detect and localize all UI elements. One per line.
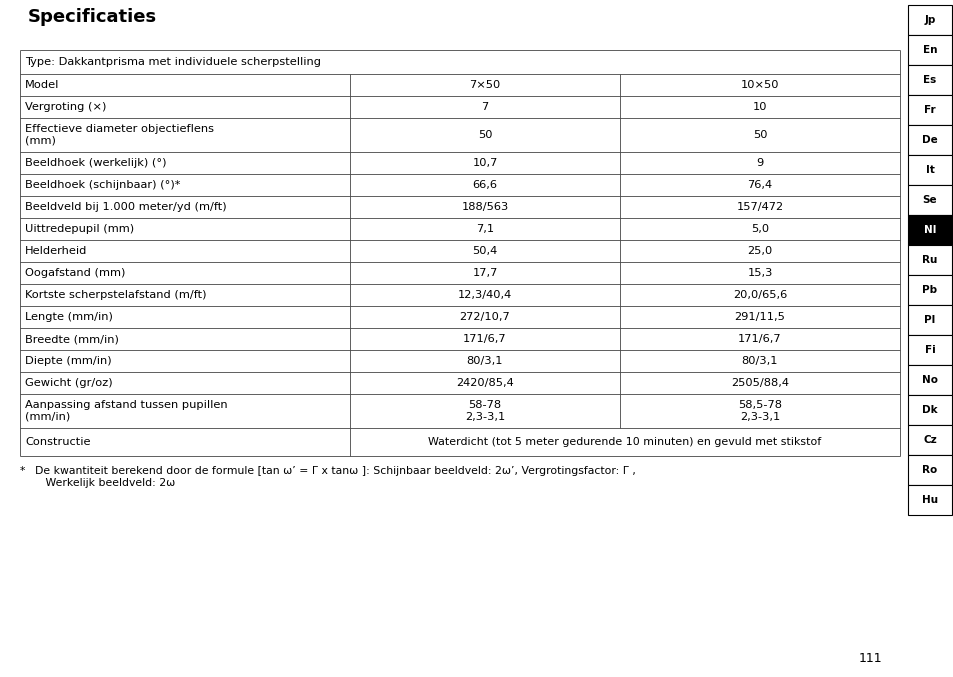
Bar — [907, 275, 951, 305]
Text: 7,1: 7,1 — [476, 224, 494, 234]
Text: Es: Es — [923, 75, 936, 85]
Text: Diepte (mm/in): Diepte (mm/in) — [25, 356, 112, 366]
Text: Ro: Ro — [922, 465, 937, 475]
Text: Beeldhoek (werkelijk) (°): Beeldhoek (werkelijk) (°) — [25, 158, 167, 168]
Text: Hu: Hu — [921, 495, 937, 505]
Text: 17,7: 17,7 — [472, 268, 497, 278]
Text: Dk: Dk — [922, 405, 937, 415]
Text: 20,0/65,6: 20,0/65,6 — [732, 290, 786, 300]
Text: 15,3: 15,3 — [746, 268, 772, 278]
Text: 7: 7 — [481, 102, 488, 112]
Bar — [907, 185, 951, 215]
Text: 76,4: 76,4 — [746, 180, 772, 190]
Text: Ru: Ru — [922, 255, 937, 265]
Text: 2420/85,4: 2420/85,4 — [456, 378, 514, 388]
Bar — [907, 155, 951, 185]
Text: 291/11,5: 291/11,5 — [734, 312, 784, 322]
Text: 111: 111 — [858, 652, 881, 665]
Text: Uittredepupil (mm): Uittredepupil (mm) — [25, 224, 134, 234]
Bar — [907, 365, 951, 395]
Text: *: * — [20, 466, 26, 476]
Bar — [907, 455, 951, 485]
Text: Nl: Nl — [923, 225, 935, 235]
Bar — [907, 65, 951, 95]
Bar — [907, 395, 951, 425]
Text: 12,3/40,4: 12,3/40,4 — [457, 290, 512, 300]
Bar — [907, 95, 951, 125]
Bar — [907, 335, 951, 365]
Text: 5,0: 5,0 — [750, 224, 768, 234]
Text: Effectieve diameter objectieflens
(mm): Effectieve diameter objectieflens (mm) — [25, 124, 213, 146]
Text: Beeldhoek (schijnbaar) (°)*: Beeldhoek (schijnbaar) (°)* — [25, 180, 180, 190]
Text: 7×50: 7×50 — [469, 80, 500, 90]
Text: 9: 9 — [756, 158, 762, 168]
Text: 50: 50 — [752, 130, 766, 140]
Text: It: It — [924, 165, 933, 175]
Text: Pl: Pl — [923, 315, 935, 325]
Bar — [907, 35, 951, 65]
Text: Lengte (mm/in): Lengte (mm/in) — [25, 312, 112, 322]
Bar — [907, 125, 951, 155]
Bar — [907, 215, 951, 245]
Text: Constructie: Constructie — [25, 437, 91, 447]
Text: Pb: Pb — [922, 285, 937, 295]
Text: Specificaties: Specificaties — [28, 8, 157, 26]
Text: 80/3,1: 80/3,1 — [741, 356, 778, 366]
Text: 66,6: 66,6 — [472, 180, 497, 190]
Text: Breedte (mm/in): Breedte (mm/in) — [25, 334, 119, 344]
Text: 25,0: 25,0 — [746, 246, 772, 256]
Text: 272/10,7: 272/10,7 — [459, 312, 510, 322]
Text: 50: 50 — [477, 130, 492, 140]
Text: Aanpassing afstand tussen pupillen
(mm/in): Aanpassing afstand tussen pupillen (mm/i… — [25, 400, 228, 422]
Bar — [907, 5, 951, 35]
Text: Oogafstand (mm): Oogafstand (mm) — [25, 268, 125, 278]
Text: Se: Se — [922, 195, 937, 205]
Text: 58,5-78
2,3-3,1: 58,5-78 2,3-3,1 — [738, 400, 781, 422]
Text: 80/3,1: 80/3,1 — [466, 356, 503, 366]
Text: Waterdicht (tot 5 meter gedurende 10 minuten) en gevuld met stikstof: Waterdicht (tot 5 meter gedurende 10 min… — [428, 437, 821, 447]
Text: 10: 10 — [752, 102, 766, 112]
Text: En: En — [922, 45, 936, 55]
Text: 50,4: 50,4 — [472, 246, 497, 256]
Text: Beeldveld bij 1.000 meter/yd (m/ft): Beeldveld bij 1.000 meter/yd (m/ft) — [25, 202, 227, 212]
Text: 188/563: 188/563 — [461, 202, 508, 212]
Bar — [907, 425, 951, 455]
Text: Type: Dakkantprisma met individuele scherpstelling: Type: Dakkantprisma met individuele sche… — [25, 57, 320, 67]
Text: De: De — [922, 135, 937, 145]
Text: Helderheid: Helderheid — [25, 246, 88, 256]
Text: 10,7: 10,7 — [472, 158, 497, 168]
Text: Fr: Fr — [923, 105, 935, 115]
Text: 2505/88,4: 2505/88,4 — [730, 378, 788, 388]
Text: Jp: Jp — [923, 15, 935, 25]
Text: Model: Model — [25, 80, 59, 90]
Bar — [907, 245, 951, 275]
Text: 171/6,7: 171/6,7 — [738, 334, 781, 344]
Text: Kortste scherpstelafstand (m/ft): Kortste scherpstelafstand (m/ft) — [25, 290, 206, 300]
Text: Vergroting (×): Vergroting (×) — [25, 102, 107, 112]
Text: 157/472: 157/472 — [736, 202, 782, 212]
Bar — [907, 485, 951, 515]
Text: Fi: Fi — [923, 345, 934, 355]
Text: Gewicht (gr/oz): Gewicht (gr/oz) — [25, 378, 112, 388]
Text: 10×50: 10×50 — [740, 80, 779, 90]
Text: De kwantiteit berekend door de formule [tan ω’ = Γ x tanω ]: Schijnbaar beeldvel: De kwantiteit berekend door de formule [… — [28, 466, 636, 487]
Text: No: No — [921, 375, 937, 385]
Text: Cz: Cz — [923, 435, 936, 445]
Text: 171/6,7: 171/6,7 — [463, 334, 506, 344]
Bar — [907, 305, 951, 335]
Text: 58-78
2,3-3,1: 58-78 2,3-3,1 — [464, 400, 504, 422]
